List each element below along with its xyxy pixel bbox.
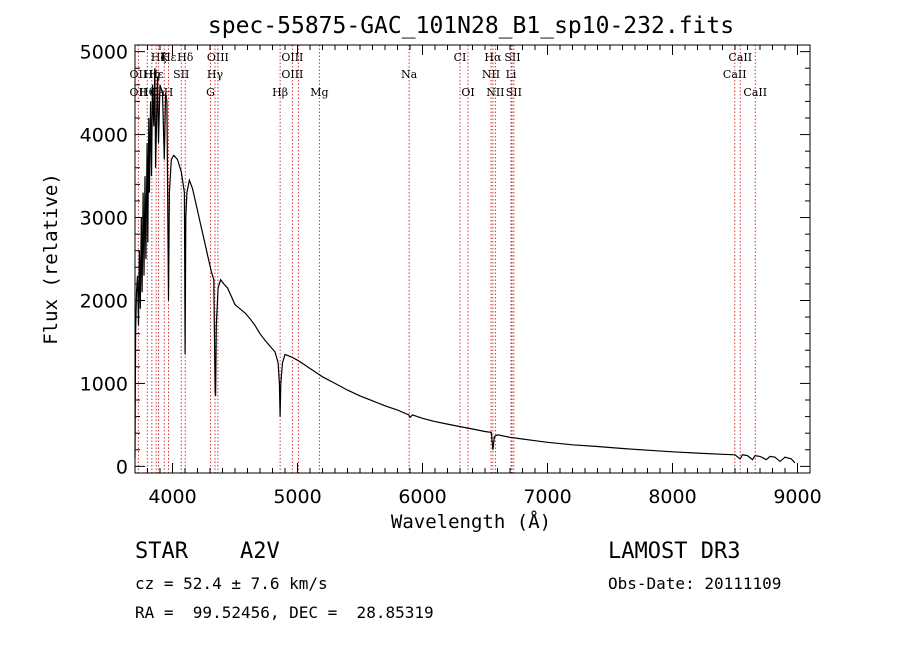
marker-label: NII bbox=[482, 68, 500, 81]
marker-label: OII bbox=[130, 68, 148, 81]
y-tick-label: 2000 bbox=[80, 290, 128, 312]
object-subclass: A2V bbox=[240, 539, 280, 564]
object-class: STAR bbox=[135, 539, 188, 564]
marker-label: Na bbox=[401, 68, 418, 81]
observation-date: Obs-Date: 20111109 bbox=[608, 574, 782, 593]
x-tick-label: 8000 bbox=[648, 486, 696, 508]
marker-label: G bbox=[206, 86, 215, 99]
marker-label: CaII bbox=[728, 51, 752, 64]
y-axis: 0 1000 2000 3000 4000 5000 bbox=[80, 42, 810, 478]
chart-title: spec-55875-GAC_101N28_B1_sp10-232.fits bbox=[208, 13, 734, 39]
marker-label: K bbox=[160, 51, 169, 64]
marker-label: CaII bbox=[723, 68, 747, 81]
y-tick-label: 1000 bbox=[80, 373, 128, 395]
marker-label: OI bbox=[461, 86, 474, 99]
marker-label: Hα bbox=[484, 51, 502, 64]
marker-label: SII bbox=[504, 51, 520, 64]
marker-label: SII bbox=[173, 68, 189, 81]
marker-label: SII bbox=[506, 86, 522, 99]
y-tick-label: 5000 bbox=[80, 42, 128, 64]
x-tick-label: 5000 bbox=[273, 486, 321, 508]
marker-label: Hε bbox=[148, 68, 164, 81]
marker-label: OIII bbox=[281, 51, 303, 64]
x-tick-label: 9000 bbox=[773, 486, 821, 508]
sky-coordinates: RA = 99.52456, DEC = 28.85319 bbox=[135, 603, 434, 622]
y-axis-label: Flux (relative) bbox=[40, 173, 62, 345]
marker-label: Mg bbox=[310, 86, 328, 99]
spectrum-chart: spec-55875-GAC_101N28_B1_sp10-232.fits H… bbox=[40, 13, 822, 533]
plot-frame bbox=[134, 44, 811, 474]
marker-label: Hζ bbox=[151, 51, 167, 64]
x-axis-label: Wavelength (Å) bbox=[391, 510, 551, 533]
marker-label: Hη bbox=[144, 68, 160, 81]
marker-label: Hγ bbox=[207, 68, 224, 81]
marker-label: OII bbox=[130, 86, 148, 99]
flux-series-line bbox=[134, 68, 796, 464]
redshift-velocity: cz = 52.4 ± 7.6 km/s bbox=[135, 574, 328, 593]
marker-label: Hβ bbox=[272, 86, 288, 99]
x-tick-label: 4000 bbox=[148, 486, 196, 508]
marker-label: H bbox=[164, 86, 174, 99]
marker-label: Li bbox=[506, 68, 517, 81]
survey-name: LAMOST DR3 bbox=[608, 539, 741, 564]
marker-label: NII bbox=[486, 86, 504, 99]
marker-label: Hθ bbox=[139, 86, 156, 99]
marker-label: OIII bbox=[281, 68, 303, 81]
y-tick-label: 3000 bbox=[80, 208, 128, 230]
x-tick-label: 6000 bbox=[398, 486, 446, 508]
marker-label: CaII bbox=[743, 86, 767, 99]
marker-label: OIII bbox=[207, 51, 229, 64]
marker-label: CI bbox=[454, 51, 467, 64]
y-tick-label: 4000 bbox=[80, 125, 128, 147]
marker-label: Hδ bbox=[177, 51, 194, 64]
marker-lines bbox=[137, 45, 756, 473]
y-tick-label: 0 bbox=[116, 456, 128, 478]
x-axis: 4000 5000 6000 7000 8000 9000 bbox=[134, 45, 822, 508]
x-tick-label: 7000 bbox=[523, 486, 571, 508]
